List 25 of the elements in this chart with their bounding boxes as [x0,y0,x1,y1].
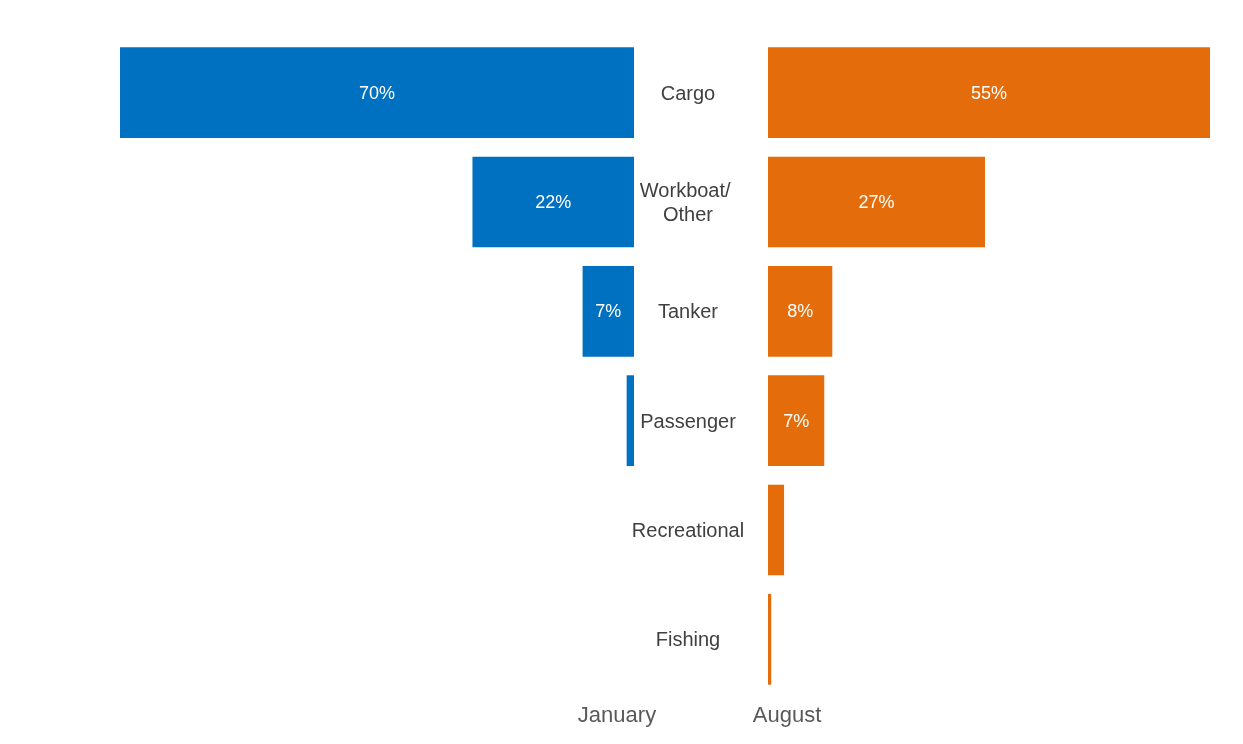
data-label: 55% [970,82,1008,103]
x-axis-title: January [577,701,657,727]
data-label: 7% [595,301,622,322]
bar [768,593,772,685]
y-tick-label: Recreational [631,519,745,541]
bar [120,47,634,139]
bar [768,484,785,576]
bar [768,375,825,467]
y-tick-label: Workboat/ Other [639,179,737,225]
y-tick-label: Passenger [640,409,737,432]
y-tick-label: Cargo [660,81,716,104]
bar [582,265,634,357]
bar [768,47,1210,139]
bar [768,265,833,357]
data-label: 8% [787,301,814,322]
data-label: 22% [535,192,572,212]
data-label: 7% [783,410,810,431]
data-label: 70% [358,82,396,103]
y-tick-label: Fishing [655,628,721,651]
bar [768,156,985,248]
data-label: 27% [858,192,895,212]
bar [472,156,634,248]
y-tick-label: Tanker [657,300,719,323]
x-axis-title: August [752,701,822,727]
bar [626,375,634,467]
